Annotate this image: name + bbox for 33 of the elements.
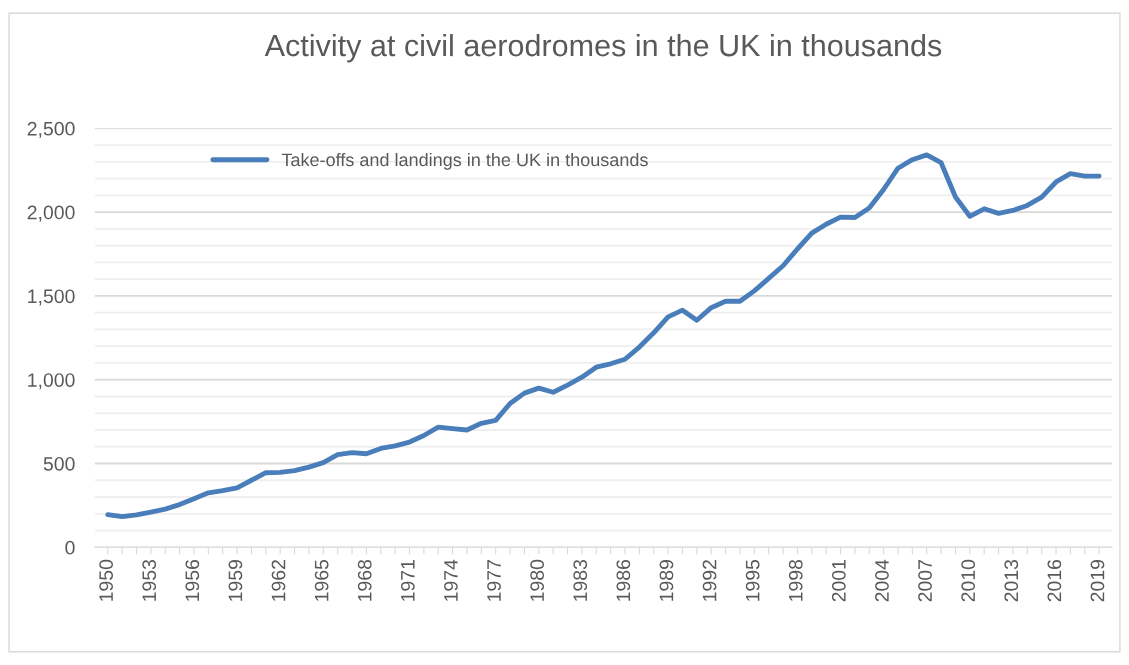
x-tick-label: 1980	[530, 559, 545, 601]
x-tick-label: 1968	[357, 559, 372, 601]
x-tick-label: 2001	[831, 560, 846, 602]
x-tick-label: 2013	[1004, 559, 1019, 602]
y-tick-label: 2,000	[27, 205, 75, 222]
y-tick-label: 2,500	[27, 121, 75, 138]
x-tick-label: 2010	[961, 559, 976, 602]
x-tick-label: 1959	[228, 560, 243, 601]
x-tick-label: 1974	[444, 559, 458, 601]
x-tick-label: 1965	[314, 559, 329, 601]
x-tick-label: 1989	[659, 560, 674, 601]
x-tick-label: 1995	[745, 559, 760, 601]
x-tick-label: 2016	[1047, 559, 1062, 602]
line-series	[105, 152, 1102, 520]
x-tick-label: 1956	[185, 559, 200, 601]
x-tick-label: 1950	[99, 559, 113, 601]
x-tick-label: 1953	[142, 559, 157, 601]
x-tick-label: 1962	[271, 560, 286, 601]
x-tick-label: 1971	[400, 560, 415, 601]
x-tick-label: 1992	[702, 560, 717, 601]
x-tick-label: 2004	[875, 559, 889, 602]
y-tick-label: 1,500	[28, 289, 75, 306]
y-tick-label: 0	[65, 540, 75, 555]
y-tick-label: 1,000	[28, 373, 75, 390]
x-tick-label: 1983	[573, 559, 588, 601]
y-tick-label: 500	[43, 456, 75, 471]
x-tick-label: 1977	[487, 560, 501, 601]
x-tick-label: 1986	[616, 559, 631, 601]
x-tick-label: 1998	[788, 559, 803, 601]
x-tick-label: 2007	[918, 560, 932, 602]
x-tick-label: 2019	[1090, 560, 1105, 602]
chart-title: Activity at civil aerodromes in the UK in thousands	[264, 33, 942, 63]
legend-label: Take-offs and landings in the UK in thousands	[281, 152, 648, 170]
